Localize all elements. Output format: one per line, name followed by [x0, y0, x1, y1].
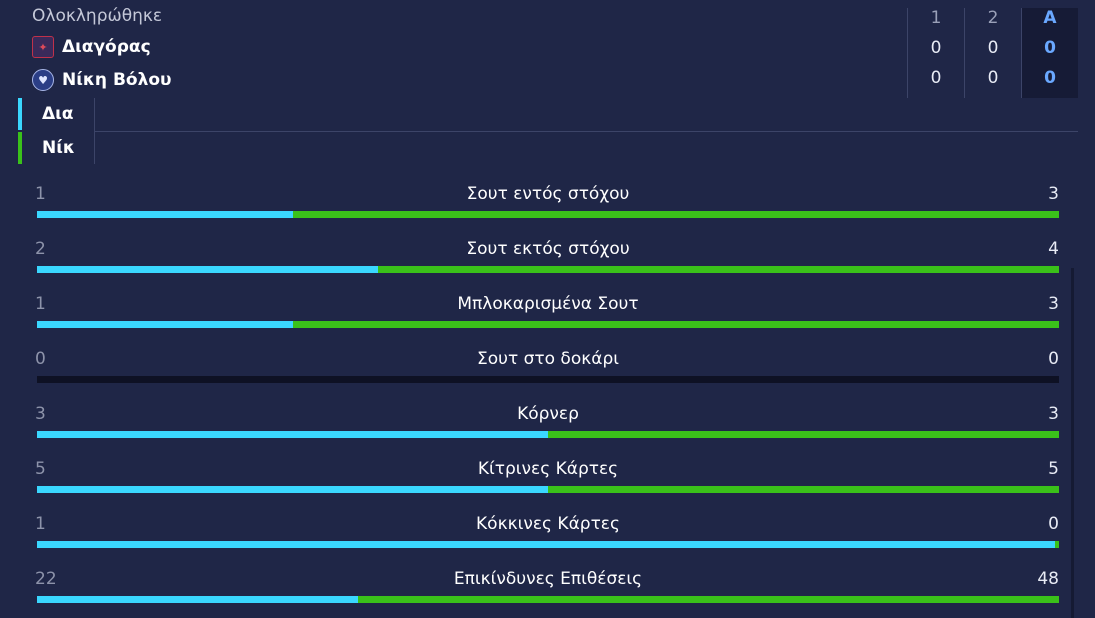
stat-bar [37, 376, 1059, 383]
stat-bar-away [358, 596, 1059, 603]
stat-row: Σουτ εντός στόχου 1 3 [35, 183, 1059, 223]
stat-bar-home [37, 431, 548, 438]
stat-home-value: 2 [35, 239, 46, 259]
stat-bar-home [37, 486, 548, 493]
home-period-score: 0 [930, 38, 942, 58]
scrollbar[interactable] [1071, 268, 1074, 618]
away-team-name: Νίκη Βόλου [62, 70, 172, 90]
stat-bar [37, 541, 1059, 548]
period-header: 2 [987, 8, 999, 28]
tab-away-team[interactable]: Νίκ [18, 132, 94, 164]
stat-row: Μπλοκαρισμένα Σουτ 1 3 [35, 293, 1059, 333]
match-status: Ολοκληρώθηκε [32, 6, 163, 26]
period-header: 1 [930, 8, 942, 28]
tab-home-team[interactable]: Δια [18, 98, 94, 130]
stat-home-value: 1 [35, 184, 46, 204]
stat-away-value: 3 [1048, 404, 1059, 424]
stat-away-value: 0 [1048, 349, 1059, 369]
stat-bar-away [1054, 541, 1059, 548]
home-team-name: Διαγόρας [62, 37, 151, 57]
stat-bar [37, 431, 1059, 438]
stat-bar [37, 211, 1059, 218]
stat-home-value: 0 [35, 349, 46, 369]
stat-away-value: 5 [1048, 459, 1059, 479]
tab-divider [94, 131, 1078, 132]
stat-row: Κόκκινες Κάρτες 1 0 [35, 513, 1059, 553]
scoreboard-period-1: 1 0 0 [907, 8, 964, 98]
stat-bar-away [292, 321, 1059, 328]
scoreboard-period-2: 2 0 0 [964, 8, 1021, 98]
stat-away-value: 48 [1037, 569, 1059, 589]
stat-bar-away [548, 431, 1059, 438]
stat-bar-home [37, 541, 1055, 548]
stat-bar [37, 321, 1059, 328]
home-team-row: ✦ Διαγόρας [32, 36, 151, 58]
stat-bar-away [377, 266, 1059, 273]
stat-bar [37, 486, 1059, 493]
stat-label: Κίτρινες Κάρτες [477, 459, 619, 479]
stat-bar-home [37, 321, 293, 328]
stat-away-value: 0 [1048, 514, 1059, 534]
stat-away-value: 4 [1048, 239, 1059, 259]
stat-row: Κόρνερ 3 3 [35, 403, 1059, 443]
stat-row: Σουτ στο δοκάρι 0 0 [35, 348, 1059, 388]
stat-label: Μπλοκαρισμένα Σουτ [457, 294, 639, 314]
stat-away-value: 3 [1048, 184, 1059, 204]
stat-home-value: 1 [35, 514, 46, 534]
stat-label: Κόκκινες Κάρτες [476, 514, 620, 534]
stat-bar-home [37, 211, 293, 218]
stat-bar-away [548, 486, 1059, 493]
stat-label: Σουτ εντός στόχου [466, 184, 630, 204]
stat-row: Επικίνδυνες Επιθέσεις 22 48 [35, 568, 1059, 608]
stat-bar-home [37, 596, 359, 603]
stat-bar-home [37, 266, 378, 273]
stat-row: Σουτ εκτός στόχου 2 4 [35, 238, 1059, 278]
stat-bar [37, 596, 1059, 603]
away-period-score: 0 [930, 68, 942, 88]
stat-label: Σουτ στο δοκάρι [476, 349, 619, 369]
stat-bar [37, 266, 1059, 273]
total-header: A [1043, 8, 1057, 28]
niki-volou-crest-icon: ♥ [32, 69, 54, 91]
diagoras-crest-icon: ✦ [32, 36, 54, 58]
stat-label: Σουτ εκτός στόχου [466, 239, 630, 259]
stat-bar-away [292, 211, 1059, 218]
home-total-score: 0 [1044, 38, 1056, 58]
stat-label: Κόρνερ [517, 404, 579, 424]
away-total-score: 0 [1044, 68, 1056, 88]
stat-row: Κίτρινες Κάρτες 5 5 [35, 458, 1059, 498]
away-team-row: ♥ Νίκη Βόλου [32, 69, 172, 91]
stat-home-value: 3 [35, 404, 46, 424]
scoreboard-total: A 0 0 [1021, 8, 1078, 98]
stat-home-value: 22 [35, 569, 57, 589]
stat-away-value: 3 [1048, 294, 1059, 314]
away-period-score: 0 [987, 68, 999, 88]
stat-label: Επικίνδυνες Επιθέσεις [453, 569, 643, 589]
home-period-score: 0 [987, 38, 999, 58]
stat-home-value: 1 [35, 294, 46, 314]
stat-home-value: 5 [35, 459, 46, 479]
